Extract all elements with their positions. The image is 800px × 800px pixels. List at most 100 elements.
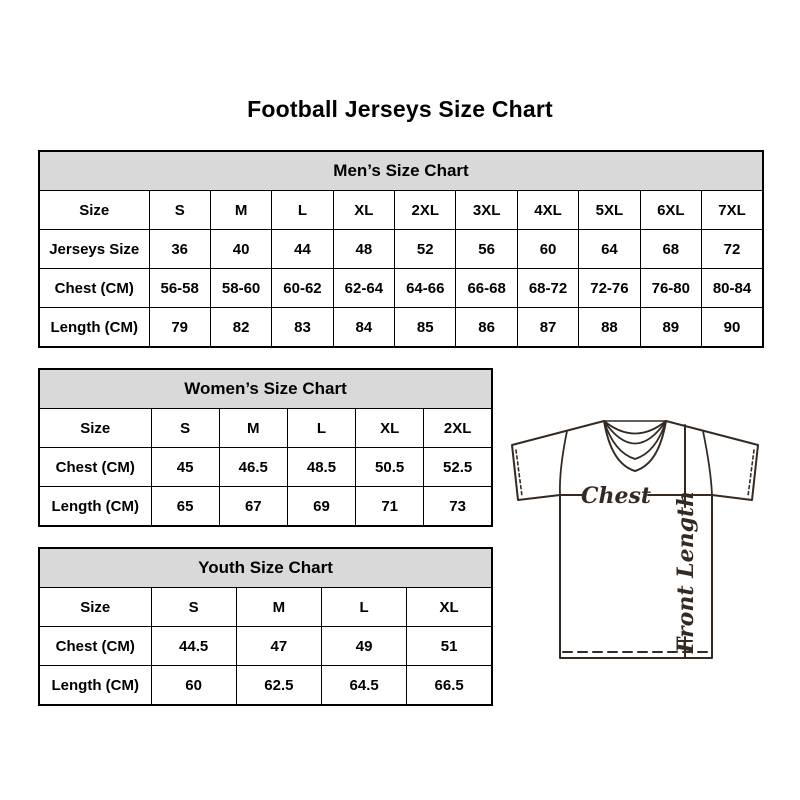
cell-value: 6XL <box>639 190 703 230</box>
cell-value: 5XL <box>578 190 641 230</box>
cell-value: 85 <box>394 307 457 348</box>
cell-value: 66.5 <box>406 665 493 706</box>
jersey-body-outline <box>559 494 713 659</box>
jersey-right-seam <box>702 430 713 496</box>
left-cuff-dash <box>515 449 523 497</box>
row-label: Size <box>38 190 150 230</box>
cell-value: 49 <box>320 626 408 666</box>
cell-value: L <box>286 408 357 448</box>
cell-value: 66-68 <box>455 268 518 308</box>
table-row: Length (CM) 60 62.5 64.5 66.5 <box>38 665 493 706</box>
cell-value: L <box>320 587 408 627</box>
cell-value: 67 <box>218 486 288 527</box>
cell-value: 84 <box>332 307 396 348</box>
table-row: Size S M L XL 2XL 3XL 4XL 5XL 6XL 7XL <box>38 190 764 230</box>
row-label: Size <box>38 587 152 627</box>
cell-value: 80-84 <box>701 268 764 308</box>
cell-value: 73 <box>423 486 493 527</box>
cell-value: 51 <box>406 626 493 666</box>
cell-value: 48 <box>332 229 396 269</box>
cell-value: XL <box>406 587 493 627</box>
cell-value: S <box>148 190 211 230</box>
cell-value: 88 <box>578 307 641 348</box>
table-row: Length (CM) 65 67 69 71 73 <box>38 486 493 527</box>
cell-value: M <box>209 190 273 230</box>
cell-value: 60 <box>150 665 237 706</box>
table-row: Length (CM) 79 82 83 84 85 86 87 88 89 90 <box>38 307 764 348</box>
table-row: Chest (CM) 44.5 47 49 51 <box>38 626 493 666</box>
cell-value: 72 <box>701 229 764 269</box>
cell-value: 86 <box>455 307 518 348</box>
cell-value: 62.5 <box>235 665 323 706</box>
cell-value: 44 <box>271 229 334 269</box>
cell-value: 90 <box>701 307 764 348</box>
cell-value: 72-76 <box>578 268 641 308</box>
cell-value: 87 <box>516 307 580 348</box>
cell-value: 56-58 <box>148 268 211 308</box>
cell-value: 50.5 <box>355 447 425 487</box>
row-label: Jerseys Size <box>38 229 150 269</box>
mens-size-table: Men’s Size Chart Size S M L XL 2XL 3XL 4XL 5XL 6XL… <box>38 150 764 348</box>
cell-value: 45 <box>150 447 220 487</box>
cell-value: 58-60 <box>209 268 273 308</box>
cell-value: 7XL <box>701 190 764 230</box>
cell-value: 46.5 <box>218 447 288 487</box>
cell-value: 83 <box>271 307 334 348</box>
youth-table-grid: Youth Size Chart Size S M L XL Chest (CM) 44.5 4… <box>38 547 493 706</box>
cell-value: XL <box>355 408 425 448</box>
cell-value: 60 <box>516 229 580 269</box>
cell-value: M <box>218 408 288 448</box>
row-label: Chest (CM) <box>38 268 150 308</box>
cell-value: 60-62 <box>271 268 334 308</box>
row-label: Length (CM) <box>38 486 152 527</box>
collar-outer-v <box>603 420 667 472</box>
jersey-left-sleeve <box>511 420 605 501</box>
cell-value: S <box>150 587 237 627</box>
cell-value: 48.5 <box>286 447 357 487</box>
cell-value: 82 <box>209 307 273 348</box>
cell-value: 64.5 <box>320 665 408 706</box>
cell-value: 89 <box>639 307 703 348</box>
cell-value: 36 <box>148 229 211 269</box>
cell-value: S <box>150 408 220 448</box>
womens-table-title: Women’s Size Chart <box>38 368 493 409</box>
collar-back-arc-1 <box>603 420 667 435</box>
cell-value: XL <box>332 190 396 230</box>
cell-value: 62-64 <box>332 268 396 308</box>
cell-value: 52 <box>394 229 457 269</box>
right-cuff-dash <box>747 449 755 497</box>
cell-value: 3XL <box>455 190 518 230</box>
front-length-label: Front Length <box>673 491 699 654</box>
table-row: Size S M L XL <box>38 587 493 627</box>
cell-value: 79 <box>148 307 211 348</box>
cell-value: 4XL <box>516 190 580 230</box>
cell-value: 64 <box>578 229 641 269</box>
table-row: Size S M L XL 2XL <box>38 408 493 448</box>
cell-value: 64-66 <box>394 268 457 308</box>
womens-table-grid: Women’s Size Chart Size S M L XL 2XL Chest (CM)… <box>38 368 493 527</box>
chest-label: Chest <box>581 483 651 509</box>
jersey-right-sleeve <box>665 420 759 501</box>
cell-value: 47 <box>235 626 323 666</box>
row-label: Length (CM) <box>38 307 150 348</box>
jersey-measurement-diagram: Chest Front Length <box>511 420 759 659</box>
table-row: Chest (CM) 56-58 58-60 60-62 62-64 64-66 66-68… <box>38 268 764 308</box>
page-title: Football Jerseys Size Chart <box>247 96 553 122</box>
table-row: Jerseys Size 36 40 44 48 52 56 60 64 68 72 <box>38 229 764 269</box>
cell-value: 2XL <box>423 408 493 448</box>
row-label: Size <box>38 408 152 448</box>
cell-value: 56 <box>455 229 518 269</box>
cell-value: 76-80 <box>639 268 703 308</box>
row-label: Chest (CM) <box>38 447 152 487</box>
collar-inner-v <box>603 420 667 460</box>
cell-value: 69 <box>286 486 357 527</box>
row-label: Length (CM) <box>38 665 152 706</box>
youth-size-table: Youth Size Chart Size S M L XL Chest (CM) 44.5 4… <box>38 547 493 706</box>
cell-value: 52.5 <box>423 447 493 487</box>
table-row: Chest (CM) 45 46.5 48.5 50.5 52.5 <box>38 447 493 487</box>
cell-value: 71 <box>355 486 425 527</box>
collar-back-arc-2 <box>603 420 667 445</box>
cell-value: 44.5 <box>150 626 237 666</box>
cell-value: 40 <box>209 229 273 269</box>
